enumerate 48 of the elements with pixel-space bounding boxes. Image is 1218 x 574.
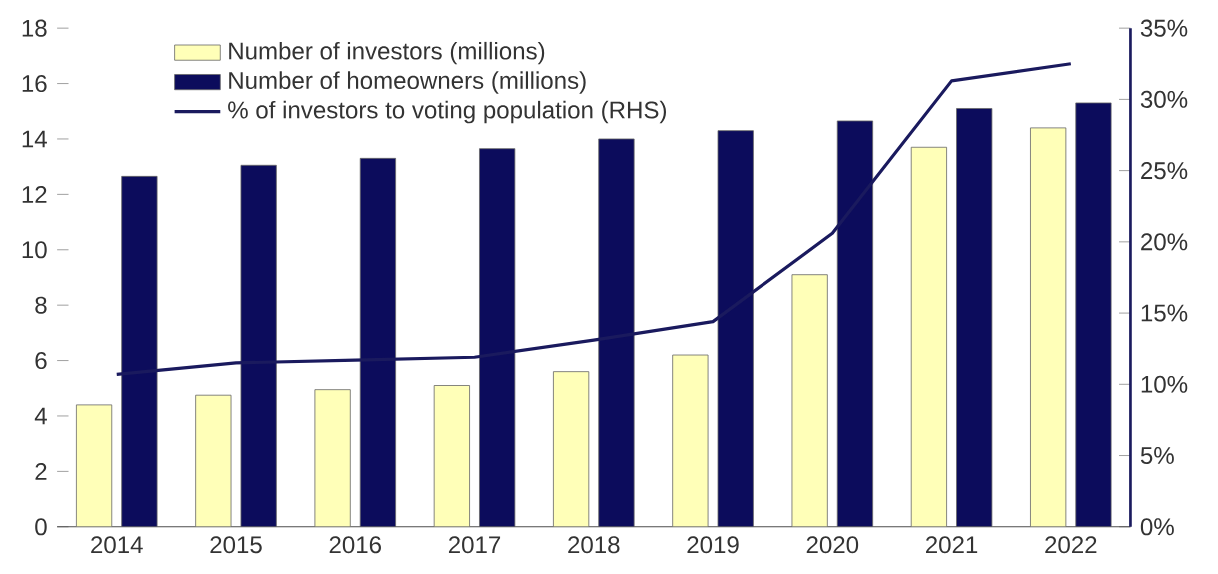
y2-tick-label: 15%: [1141, 304, 1188, 322]
x-tick-label: 2016: [329, 536, 381, 554]
bar: [1030, 127, 1067, 527]
y-tick-label: 8: [35, 296, 47, 314]
y-tick-label: 10: [22, 241, 47, 259]
y-tick-label: 6: [35, 352, 47, 370]
y2-tick-label: 5%: [1140, 447, 1174, 465]
x-tick-label: 2014: [91, 536, 143, 554]
y2-tick-label: 10%: [1141, 375, 1188, 393]
bar: [121, 175, 158, 527]
y2-tick-label: 25%: [1141, 162, 1188, 180]
y2-tick-label: 30%: [1140, 90, 1188, 108]
legend-label: Number of investors (millions): [229, 41, 545, 65]
y2-tick-label: 20%: [1141, 233, 1188, 251]
x-tick-label: 2018: [568, 536, 620, 554]
y2-tick-label: 0%: [1140, 518, 1174, 536]
bar: [956, 108, 993, 527]
bar: [672, 354, 709, 527]
bar: [836, 120, 874, 527]
legend-label: Number of homeowners (millions): [229, 71, 586, 94]
y-tick-label: 12: [22, 185, 47, 203]
y-tick-label: 4: [34, 407, 47, 425]
bar: [433, 385, 470, 527]
bar: [1075, 102, 1112, 527]
x-tick-label: 2021: [926, 536, 978, 554]
y-tick-label: 2: [35, 462, 47, 480]
bar: [479, 148, 516, 527]
legend-label: % of investors to voting population (RHS): [228, 100, 667, 124]
x-tick-label: 2019: [687, 536, 739, 554]
bar: [195, 394, 232, 527]
bar: [314, 389, 351, 527]
y-tick-label: 0: [35, 518, 47, 536]
bar: [598, 138, 635, 527]
bar: [717, 130, 754, 527]
x-tick-label: 2015: [210, 536, 262, 554]
y-tick-label: 16: [22, 75, 47, 93]
y-tick-label: 18: [22, 19, 47, 37]
bar: [240, 164, 277, 527]
bar: [75, 404, 113, 527]
bar: [910, 146, 947, 527]
bar: [359, 157, 397, 527]
bar: [553, 371, 590, 527]
y2-tick-label: 35%: [1140, 19, 1188, 37]
x-tick-label: 2020: [806, 536, 859, 554]
y-tick-label: 14: [22, 130, 47, 148]
x-tick-label: 2017: [448, 536, 501, 554]
x-tick-label: 2022: [1045, 536, 1097, 554]
bar: [791, 274, 828, 527]
